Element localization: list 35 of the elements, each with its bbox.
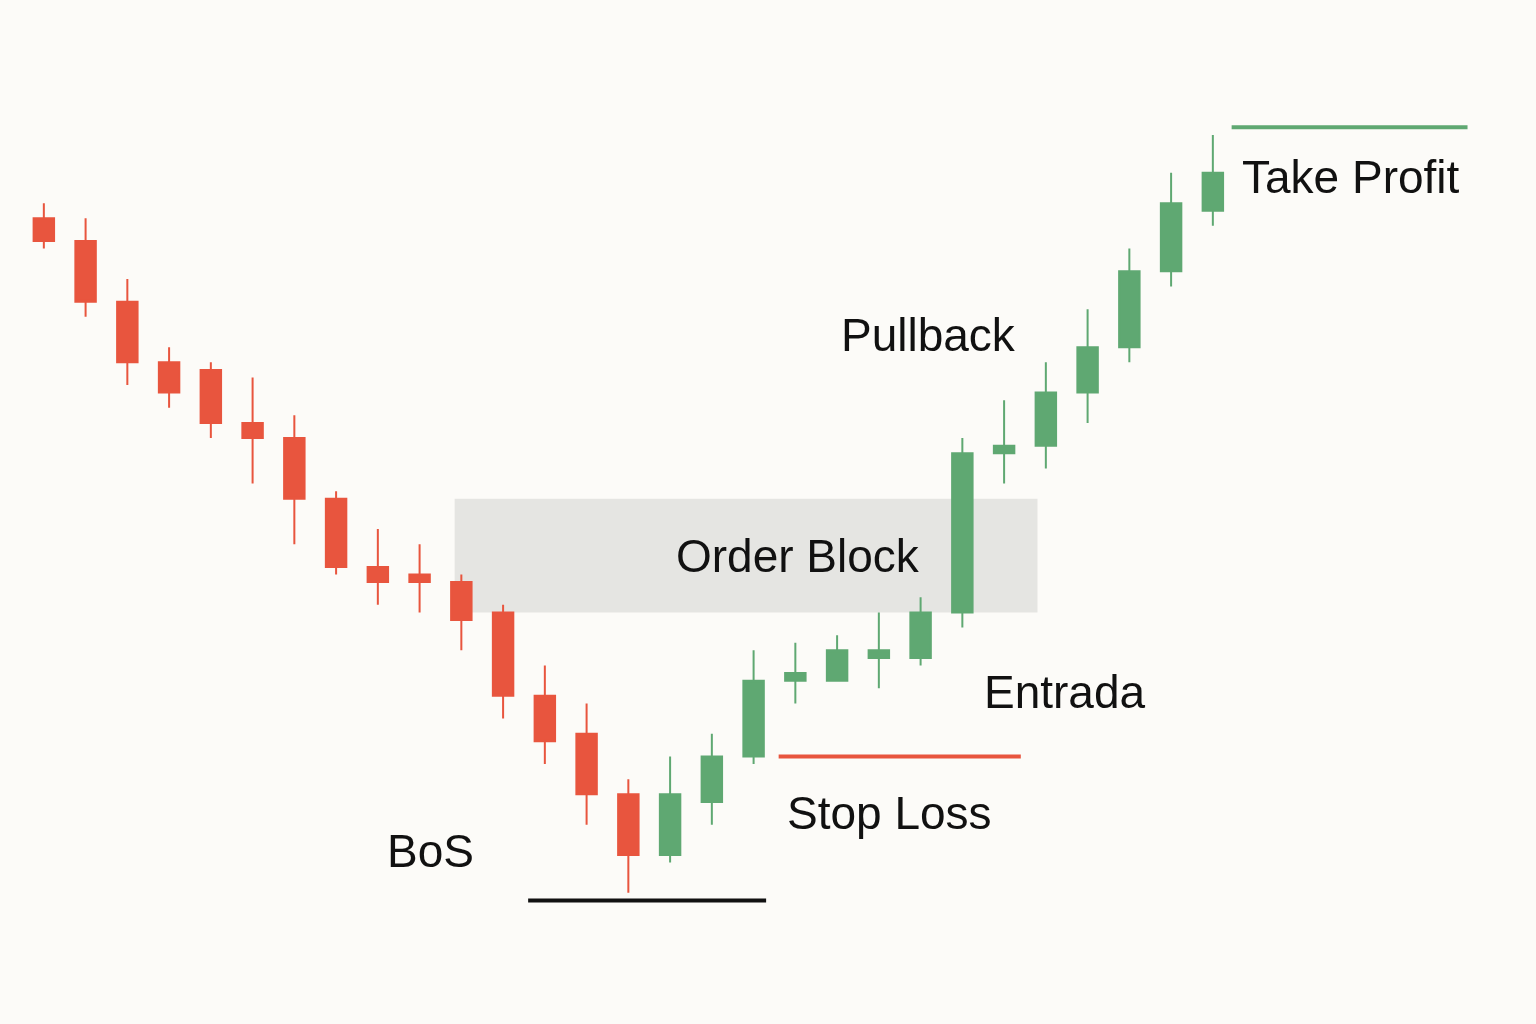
candlestick: [366, 528, 390, 606]
candlestick: [491, 603, 515, 720]
candlestick: [658, 755, 682, 864]
candlestick: [32, 202, 56, 250]
candlestick: [1076, 308, 1099, 424]
candlestick: [784, 641, 807, 705]
annotation: Pullback: [841, 309, 1016, 361]
ref-line-label: Stop Loss: [787, 787, 992, 839]
candlestick: [1118, 247, 1141, 364]
candlestick: [533, 664, 557, 766]
candlestick: [116, 277, 139, 387]
candlestick: [992, 399, 1016, 485]
candlestick: [324, 490, 348, 576]
candlestick: [909, 596, 932, 667]
candlestick: [867, 611, 891, 690]
candlestick: [408, 543, 431, 614]
candlestick: [157, 346, 181, 409]
candlestick: [199, 361, 223, 440]
candlestick: [450, 573, 473, 652]
candlestick: [1159, 171, 1183, 288]
candlestick: [1201, 133, 1225, 227]
candlestick: [617, 778, 640, 894]
candlestick: [1034, 361, 1058, 470]
candlestick: [575, 702, 598, 826]
candlestick: [951, 437, 974, 629]
candlestick: [700, 732, 724, 826]
candlestick: [283, 414, 306, 546]
band-label: Order Block: [676, 530, 920, 582]
candlestick: [74, 217, 97, 318]
annotation: Entrada: [984, 666, 1146, 718]
candlestick: [742, 649, 765, 766]
ref-line-label: Take Profit: [1242, 151, 1460, 203]
candlestick: [241, 376, 264, 485]
candlestick: [825, 634, 849, 682]
ref-line-label: BoS: [387, 825, 474, 877]
